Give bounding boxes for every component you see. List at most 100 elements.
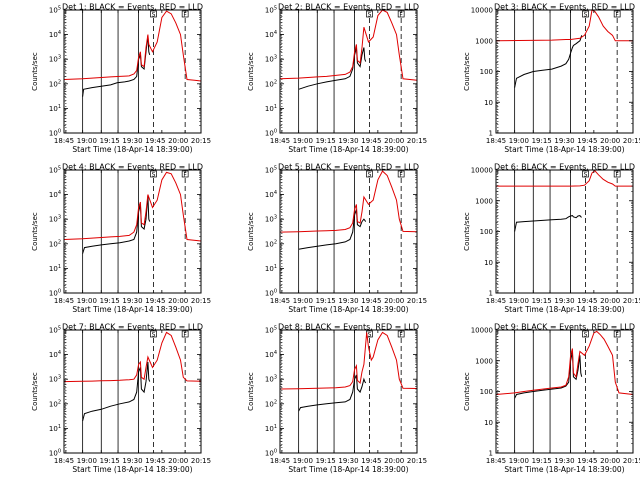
x-tick-label: 20:00 <box>600 137 620 145</box>
series-events-line <box>514 35 583 88</box>
plot-frame <box>279 329 418 454</box>
y-tick-label: 102 <box>265 239 277 248</box>
x-tick-label: 19:30 <box>554 457 574 465</box>
x-tick-label: 19:45 <box>361 457 381 465</box>
y-tick-label: 1 <box>489 450 493 458</box>
series-events-line <box>298 47 367 90</box>
plot-frame <box>495 329 634 454</box>
series-lld-line <box>63 171 202 242</box>
x-tick-label: 19:00 <box>293 137 313 145</box>
y-tick-label: 105 <box>49 6 61 15</box>
marker-flag-label: F <box>183 172 187 179</box>
x-tick-label: 20:15 <box>407 457 427 465</box>
series-lld-line <box>279 170 418 233</box>
x-tick-label: 19:30 <box>554 297 574 305</box>
y-tick-label: 101 <box>49 424 61 433</box>
y-tick-label: 100 <box>480 388 493 396</box>
marker-flag-label: S <box>368 172 372 179</box>
y-tick-label: 100 <box>265 129 277 138</box>
x-tick-label: 19:00 <box>293 297 313 305</box>
y-tick-label: 102 <box>265 79 277 88</box>
x-tick-label: 20:00 <box>384 137 404 145</box>
x-tick-label: 19:15 <box>532 457 552 465</box>
panel-title: Det 4: BLACK = Events, RED = LLD <box>62 163 203 172</box>
series-lld-line <box>495 9 633 42</box>
marker-flag-box <box>150 170 157 178</box>
marker-flag-box <box>366 10 373 18</box>
marker-flag-label: S <box>152 12 156 19</box>
y-tick-label: 104 <box>265 350 277 359</box>
y-tick-label: 103 <box>49 55 61 64</box>
x-tick-label: 19:15 <box>100 137 120 145</box>
x-axis-label: Start Time (18-Apr-14 18:39:00) <box>504 465 624 474</box>
y-tick-label: 100 <box>49 449 61 458</box>
marker-flag-label: S <box>368 332 372 339</box>
y-tick-label: 104 <box>49 30 61 39</box>
y-axis-label: Counts/sec <box>31 52 39 91</box>
y-axis-label: Counts/sec <box>463 212 471 251</box>
y-tick-label: 103 <box>265 55 277 64</box>
x-tick-label: 18:45 <box>270 137 290 145</box>
y-tick-label: 10000 <box>471 7 493 15</box>
plot-frame <box>279 169 418 294</box>
x-tick-label: 19:15 <box>316 137 336 145</box>
y-tick-label: 103 <box>49 375 61 384</box>
x-tick-label: 20:00 <box>168 297 188 305</box>
marker-flag-label: F <box>615 172 619 179</box>
y-tick-label: 104 <box>265 190 277 199</box>
y-tick-label: 102 <box>265 399 277 408</box>
x-tick-label: 19:45 <box>145 297 165 305</box>
y-tick-label: 10 <box>484 99 493 107</box>
x-axis-label: Start Time (18-Apr-14 18:39:00) <box>72 465 192 474</box>
y-tick-label: 10 <box>484 259 493 267</box>
y-axis-label: Counts/sec <box>247 52 255 91</box>
x-tick-label: 19:30 <box>122 457 142 465</box>
x-tick-label: 19:45 <box>577 457 597 465</box>
panel-title: Det 7: BLACK = Events, RED = LLD <box>62 323 203 332</box>
x-tick-label: 19:00 <box>509 457 529 465</box>
marker-flag-label: S <box>152 332 156 339</box>
marker-flag-label: S <box>584 12 588 19</box>
marker-flag-label: F <box>399 332 403 339</box>
x-tick-label: 18:45 <box>486 137 506 145</box>
series-lld-line <box>63 10 202 82</box>
x-axis-label: Start Time (18-Apr-14 18:39:00) <box>504 305 624 314</box>
marker-flag-label: S <box>152 172 156 179</box>
x-tick-label: 19:30 <box>554 137 574 145</box>
marker-flag-box <box>582 170 589 178</box>
series-lld-line <box>279 9 418 81</box>
x-tick-label: 20:15 <box>191 297 211 305</box>
x-tick-label: 19:00 <box>77 297 97 305</box>
y-tick-label: 10000 <box>471 167 493 175</box>
y-tick-label: 1000 <box>475 37 493 45</box>
x-tick-label: 19:45 <box>577 137 597 145</box>
marker-flag-label: F <box>615 12 619 19</box>
x-tick-label: 19:15 <box>532 297 552 305</box>
series-lld-line <box>279 331 418 390</box>
marker-flag-label: S <box>584 332 588 339</box>
x-tick-label: 18:45 <box>54 137 74 145</box>
y-tick-label: 101 <box>265 104 277 113</box>
x-tick-label: 18:45 <box>270 457 290 465</box>
x-tick-label: 19:45 <box>361 137 381 145</box>
y-tick-label: 104 <box>49 350 61 359</box>
panel-title: Det 8: BLACK = Events, RED = LLD <box>278 323 419 332</box>
x-tick-label: 20:00 <box>168 457 188 465</box>
x-tick-label: 19:00 <box>509 297 529 305</box>
series-lld-line <box>496 170 633 187</box>
panel-title: Det 2: BLACK = Events, RED = LLD <box>278 3 419 12</box>
x-tick-label: 19:00 <box>77 137 97 145</box>
marker-flag-s: S <box>582 10 589 19</box>
y-tick-label: 105 <box>265 326 277 335</box>
x-tick-label: 19:15 <box>532 137 552 145</box>
y-axis-label: Counts/sec <box>463 52 471 91</box>
y-tick-label: 101 <box>49 104 61 113</box>
